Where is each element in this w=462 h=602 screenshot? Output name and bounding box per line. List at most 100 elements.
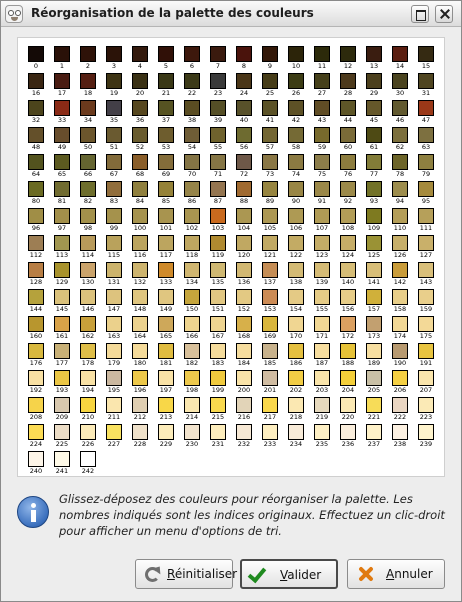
- swatch-color-chip[interactable]: [262, 181, 278, 197]
- palette-swatch-63[interactable]: 63: [413, 125, 439, 151]
- palette-swatch-88[interactable]: 88: [231, 179, 257, 205]
- palette-swatch-208[interactable]: 208: [23, 395, 49, 421]
- palette-swatch-28[interactable]: 28: [335, 71, 361, 97]
- palette-swatch-60[interactable]: 60: [335, 125, 361, 151]
- palette-swatch-92[interactable]: 92: [335, 179, 361, 205]
- palette-swatch-68[interactable]: 68: [127, 152, 153, 178]
- swatch-color-chip[interactable]: [288, 100, 304, 116]
- palette-swatch-135[interactable]: 135: [205, 260, 231, 286]
- palette-swatch-17[interactable]: 17: [49, 71, 75, 97]
- swatch-color-chip[interactable]: [132, 397, 148, 413]
- swatch-color-chip[interactable]: [236, 370, 252, 386]
- palette-swatch-52[interactable]: 52: [127, 125, 153, 151]
- palette-swatch-82[interactable]: 82: [75, 179, 101, 205]
- palette-swatch-57[interactable]: 57: [257, 125, 283, 151]
- palette-swatch-216[interactable]: 216: [231, 395, 257, 421]
- palette-swatch-34[interactable]: 34: [75, 98, 101, 124]
- swatch-color-chip[interactable]: [132, 235, 148, 251]
- swatch-color-chip[interactable]: [184, 370, 200, 386]
- swatch-color-chip[interactable]: [158, 100, 174, 116]
- swatch-color-chip[interactable]: [340, 316, 356, 332]
- palette-swatch-131[interactable]: 131: [101, 260, 127, 286]
- swatch-color-chip[interactable]: [418, 208, 434, 224]
- swatch-color-chip[interactable]: [418, 127, 434, 143]
- palette-swatch-212[interactable]: 212: [127, 395, 153, 421]
- palette-swatch-168[interactable]: 168: [231, 314, 257, 340]
- swatch-color-chip[interactable]: [288, 208, 304, 224]
- swatch-color-chip[interactable]: [210, 100, 226, 116]
- palette-swatch-174[interactable]: 174: [387, 314, 413, 340]
- swatch-color-chip[interactable]: [158, 343, 174, 359]
- swatch-color-chip[interactable]: [80, 100, 96, 116]
- palette-swatch-125[interactable]: 125: [361, 233, 387, 259]
- swatch-color-chip[interactable]: [366, 73, 382, 89]
- palette-swatch-213[interactable]: 213: [153, 395, 179, 421]
- palette-swatch-232[interactable]: 232: [231, 422, 257, 448]
- palette-swatch-151[interactable]: 151: [205, 287, 231, 313]
- swatch-color-chip[interactable]: [314, 262, 330, 278]
- swatch-color-chip[interactable]: [106, 397, 122, 413]
- swatch-color-chip[interactable]: [210, 73, 226, 89]
- palette-swatch-124[interactable]: 124: [335, 233, 361, 259]
- palette-swatch-226[interactable]: 226: [75, 422, 101, 448]
- palette-swatch-118[interactable]: 118: [179, 233, 205, 259]
- swatch-color-chip[interactable]: [262, 397, 278, 413]
- palette-swatch-163[interactable]: 163: [101, 314, 127, 340]
- swatch-color-chip[interactable]: [236, 289, 252, 305]
- palette-swatch-242[interactable]: 242: [75, 449, 101, 475]
- swatch-color-chip[interactable]: [132, 100, 148, 116]
- swatch-color-chip[interactable]: [262, 235, 278, 251]
- palette-swatch-164[interactable]: 164: [127, 314, 153, 340]
- swatch-color-chip[interactable]: [366, 181, 382, 197]
- swatch-color-chip[interactable]: [288, 46, 304, 62]
- swatch-color-chip[interactable]: [418, 73, 434, 89]
- swatch-color-chip[interactable]: [80, 208, 96, 224]
- palette-swatch-40[interactable]: 40: [231, 98, 257, 124]
- swatch-color-chip[interactable]: [314, 73, 330, 89]
- swatch-color-chip[interactable]: [314, 316, 330, 332]
- swatch-color-chip[interactable]: [392, 154, 408, 170]
- palette-swatch-221[interactable]: 221: [361, 395, 387, 421]
- swatch-color-chip[interactable]: [80, 451, 96, 467]
- palette-swatch-30[interactable]: 30: [387, 71, 413, 97]
- palette-swatch-62[interactable]: 62: [387, 125, 413, 151]
- swatch-color-chip[interactable]: [314, 343, 330, 359]
- swatch-color-chip[interactable]: [28, 154, 44, 170]
- swatch-color-chip[interactable]: [288, 154, 304, 170]
- palette-swatch-61[interactable]: 61: [361, 125, 387, 151]
- swatch-color-chip[interactable]: [54, 181, 70, 197]
- palette-swatch-211[interactable]: 211: [101, 395, 127, 421]
- swatch-color-chip[interactable]: [262, 208, 278, 224]
- palette-swatch-32[interactable]: 32: [23, 98, 49, 124]
- palette-swatch-37[interactable]: 37: [153, 98, 179, 124]
- palette-swatch-84[interactable]: 84: [127, 179, 153, 205]
- swatch-color-chip[interactable]: [28, 208, 44, 224]
- swatch-color-chip[interactable]: [236, 397, 252, 413]
- palette-swatch-41[interactable]: 41: [257, 98, 283, 124]
- swatch-color-chip[interactable]: [54, 100, 70, 116]
- palette-swatch-0[interactable]: 0: [23, 44, 49, 70]
- palette-swatch-158[interactable]: 158: [387, 287, 413, 313]
- palette-swatch-189[interactable]: 189: [361, 341, 387, 367]
- palette-swatch-218[interactable]: 218: [283, 395, 309, 421]
- palette-swatch-11[interactable]: 11: [309, 44, 335, 70]
- swatch-color-chip[interactable]: [210, 397, 226, 413]
- swatch-color-chip[interactable]: [184, 262, 200, 278]
- swatch-color-chip[interactable]: [28, 235, 44, 251]
- swatch-color-chip[interactable]: [314, 424, 330, 440]
- swatch-color-chip[interactable]: [340, 397, 356, 413]
- palette-swatch-234[interactable]: 234: [283, 422, 309, 448]
- swatch-color-chip[interactable]: [54, 208, 70, 224]
- palette-swatch-157[interactable]: 157: [361, 287, 387, 313]
- swatch-color-chip[interactable]: [54, 370, 70, 386]
- palette-swatch-83[interactable]: 83: [101, 179, 127, 205]
- palette-swatch-87[interactable]: 87: [205, 179, 231, 205]
- palette-swatch-173[interactable]: 173: [361, 314, 387, 340]
- palette-swatch-165[interactable]: 165: [153, 314, 179, 340]
- palette-swatch-144[interactable]: 144: [23, 287, 49, 313]
- palette-swatch-4[interactable]: 4: [127, 44, 153, 70]
- palette-swatch-193[interactable]: 193: [49, 368, 75, 394]
- swatch-color-chip[interactable]: [262, 46, 278, 62]
- swatch-color-chip[interactable]: [288, 370, 304, 386]
- palette-swatch-105[interactable]: 105: [257, 206, 283, 232]
